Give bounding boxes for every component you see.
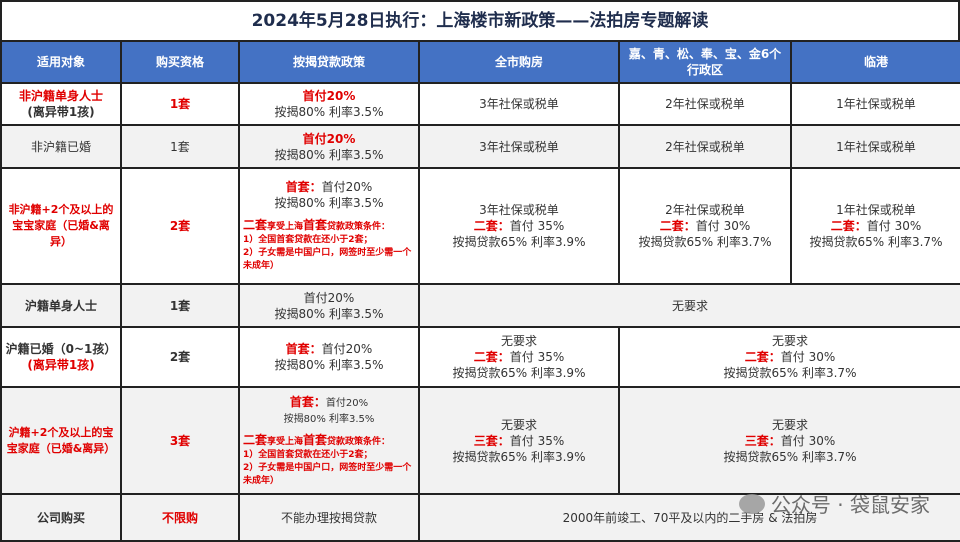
loan-cell: 首套：首付20% 按揭80% 利率3.5% 二套享受上海首套贷款政策条件： 1）全国… xyxy=(238,167,420,285)
table-row: 沪籍已婚（0~1孩） (离异带1孩) 2套 首套：首付20% 按揭80% 利率3.5… xyxy=(0,326,960,388)
wechat-icon xyxy=(738,493,765,514)
target-cell: 沪籍已婚（0~1孩） (离异带1孩) xyxy=(0,326,122,388)
col-header: 全市购房 xyxy=(418,40,620,84)
six-cell: 2年社保或税单 xyxy=(618,124,792,169)
city-cell: 无要求 二套：首付 35% 按揭贷款65% 利率3.9% xyxy=(418,326,620,388)
target-cell: 非沪籍已婚 xyxy=(0,124,122,169)
loan-cell: 首付20% 按揭80% 利率3.5% xyxy=(238,82,420,126)
policy-table: 适用对象 购买资格 按揭贷款政策 全市购房 嘉、青、松、奉、宝、金6个行政区 临… xyxy=(0,40,960,542)
page-title: 2024年5月28日执行：上海楼市新政策——法拍房专题解读 xyxy=(0,0,960,40)
col-header: 临港 xyxy=(790,40,960,84)
target-cell: 沪籍单身人士 xyxy=(0,283,122,328)
table-row: 非沪籍+2个及以上的宝宝家庭（已婚&离异） 2套 首套：首付20% 按揭80% 利… xyxy=(0,167,960,285)
lingang-cell: 1年社保或税单 xyxy=(790,82,960,126)
lingang-cell: 1年社保或税单 二套：首付 30% 按揭贷款65% 利率3.7% xyxy=(790,167,960,285)
table-row: 沪籍+2个及以上的宝宝家庭（已婚&离异） 3套 首套：首付20% 按揭80% 利率… xyxy=(0,386,960,495)
city-cell: 3年社保或税单 xyxy=(418,82,620,126)
qual-cell: 3套 xyxy=(120,386,240,495)
table-row: 非沪籍已婚 1套 首付20% 按揭80% 利率3.5% 3年社保或税单 2年社保或… xyxy=(0,124,960,169)
city-cell: 无要求 三套：首付 35% 按揭贷款65% 利率3.9% xyxy=(418,386,620,495)
qual-cell: 1套 xyxy=(120,124,240,169)
qual-cell: 2套 xyxy=(120,326,240,388)
col-header: 购买资格 xyxy=(120,40,240,84)
loan-cell: 首套：首付20% 按揭80% 利率3.5% xyxy=(238,326,420,388)
rest-cell: 无要求 二套：首付 30% 按揭贷款65% 利率3.7% xyxy=(618,326,960,388)
merged-cell: 2000年前竣工、70平及以内的二手房 & 法拍房 xyxy=(418,493,960,542)
table-row: 非沪籍单身人士 (离异带1孩) 1套 首付20% 按揭80% 利率3.5% 3年社保… xyxy=(0,82,960,126)
loan-cell: 不能办理按揭贷款 xyxy=(238,493,420,542)
lingang-cell: 1年社保或税单 xyxy=(790,124,960,169)
col-header: 嘉、青、松、奉、宝、金6个行政区 xyxy=(618,40,792,84)
loan-cell: 首付20% 按揭80% 利率3.5% xyxy=(238,124,420,169)
loan-cell: 首付20% 按揭80% 利率3.5% xyxy=(238,283,420,328)
six-cell: 2年社保或税单 xyxy=(618,82,792,126)
city-cell: 3年社保或税单 二套：首付 35% 按揭贷款65% 利率3.9% xyxy=(418,167,620,285)
header-row: 适用对象 购买资格 按揭贷款政策 全市购房 嘉、青、松、奉、宝、金6个行政区 临… xyxy=(0,40,960,84)
watermark: 公众号 · 袋鼠安家 xyxy=(738,489,930,518)
city-cell: 3年社保或税单 xyxy=(418,124,620,169)
qual-cell: 1套 xyxy=(120,283,240,328)
loan-cell: 首套：首付20% 按揭80% 利率3.5% 二套享受上海首套贷款政策条件： 1）全国… xyxy=(238,386,420,495)
table-row: 沪籍单身人士 1套 首付20% 按揭80% 利率3.5% 无要求 xyxy=(0,283,960,328)
col-header: 按揭贷款政策 xyxy=(238,40,420,84)
target-cell: 非沪籍单身人士 (离异带1孩) xyxy=(0,82,122,126)
merged-cell: 无要求 xyxy=(418,283,960,328)
rest-cell: 无要求 三套：首付 30% 按揭贷款65% 利率3.7% xyxy=(618,386,960,495)
target-cell: 沪籍+2个及以上的宝宝家庭（已婚&离异） xyxy=(0,386,122,495)
qual-cell: 不限购 xyxy=(120,493,240,542)
qual-cell: 2套 xyxy=(120,167,240,285)
six-cell: 2年社保或税单 二套：首付 30% 按揭贷款65% 利率3.7% xyxy=(618,167,792,285)
target-cell: 公司购买 xyxy=(0,493,122,542)
target-cell: 非沪籍+2个及以上的宝宝家庭（已婚&离异） xyxy=(0,167,122,285)
table-row: 公司购买 不限购 不能办理按揭贷款 2000年前竣工、70平及以内的二手房 & … xyxy=(0,493,960,542)
qual-cell: 1套 xyxy=(120,82,240,126)
col-header: 适用对象 xyxy=(0,40,122,84)
